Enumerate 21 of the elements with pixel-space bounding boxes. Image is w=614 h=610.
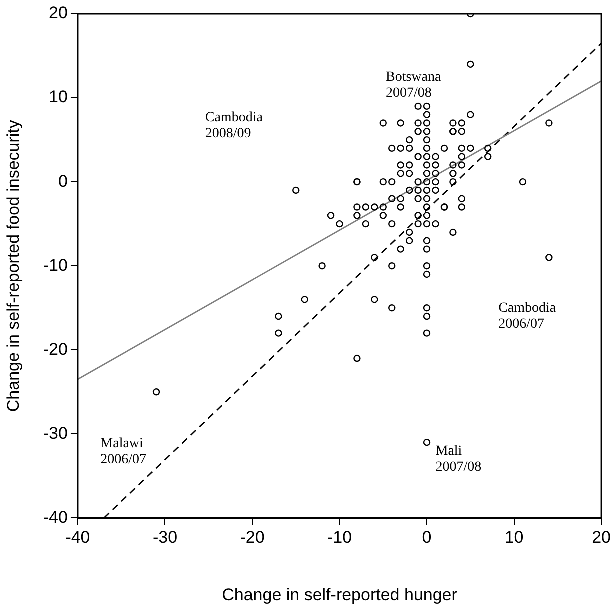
annotation: Malawi 2006/07 xyxy=(100,436,147,468)
y-tick-label: 20 xyxy=(49,4,68,23)
y-tick-label: 10 xyxy=(49,88,68,107)
y-tick-label: -10 xyxy=(43,256,68,275)
x-axis-title: Change in self-reported hunger xyxy=(222,585,458,604)
x-tick-label: -20 xyxy=(240,528,265,548)
x-tick-label: -30 xyxy=(152,528,178,548)
x-tick-label: -40 xyxy=(66,528,90,548)
x-tick-label: -10 xyxy=(327,528,352,548)
y-tick-label: -20 xyxy=(43,340,68,359)
x-tick-label: 10 xyxy=(504,528,524,548)
annotation: Cambodia 2006/07 xyxy=(498,301,557,332)
x-tick-label: 0 xyxy=(422,528,432,548)
y-tick-label: 0 xyxy=(58,172,68,191)
annotation: Mali 2007/08 xyxy=(436,444,482,475)
y-tick-label: -30 xyxy=(43,424,68,443)
annotation: Botswana 2007/08 xyxy=(386,70,442,101)
annotation: Cambodia 2008/09 xyxy=(205,110,264,142)
y-axis-title: Change in self-reported food insecurity xyxy=(4,120,23,412)
y-tick-label: -40 xyxy=(43,508,68,527)
x-tick-label: 20 xyxy=(592,528,612,548)
